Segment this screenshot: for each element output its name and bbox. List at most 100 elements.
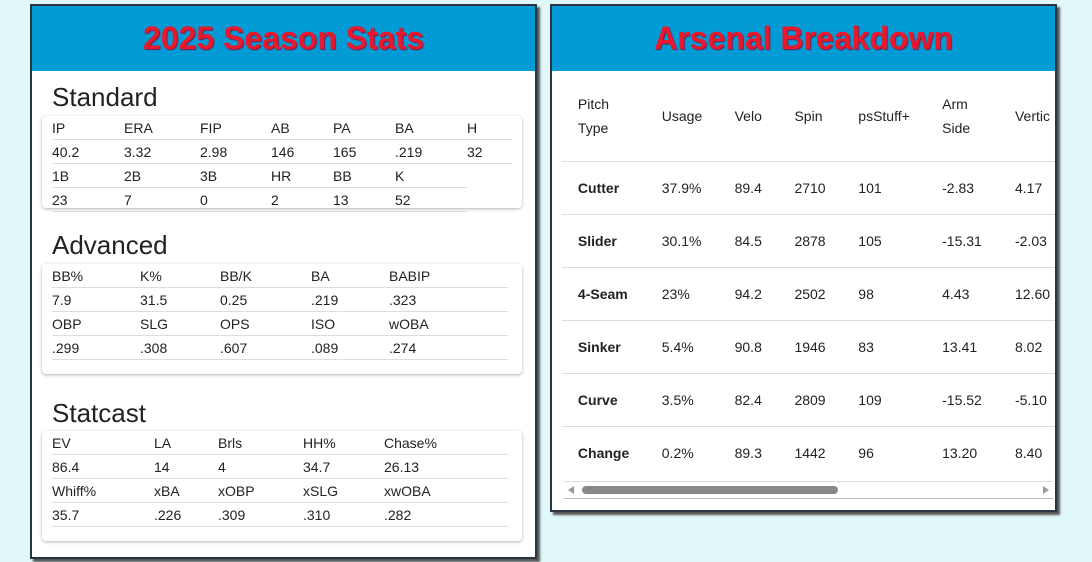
stat-label: BB/K xyxy=(220,267,252,284)
pitch-stat: 2710 xyxy=(794,161,859,215)
arsenal-header: Arsenal Breakdown xyxy=(552,6,1055,71)
arsenal-table-scroll[interactable]: Pitch Type Usage Velo Spin psStuff+ Arm Side Ver… xyxy=(562,71,1055,510)
stat-value: 0.25 xyxy=(220,291,248,308)
pitch-stat: 1442 xyxy=(794,426,859,479)
pitch-stat: 2809 xyxy=(794,373,859,427)
pitch-stat: 89.4 xyxy=(734,161,795,215)
column-header-text: Vertic xyxy=(1014,108,1050,124)
season-title: 2025 Season Stats xyxy=(142,20,425,56)
stat-label: AB xyxy=(271,119,290,136)
stat-value: 34.7 xyxy=(303,458,331,475)
stat-label: BA xyxy=(395,119,414,136)
pitch-row: Cutter 37.9% 89.4 2710 101 -2.83 4.17 xyxy=(562,161,1055,215)
season-header: 2025 Season Stats xyxy=(32,6,535,71)
stat-value: 32 xyxy=(467,143,483,160)
label-row: Whiff% xBA xOBP xSLG xwOBA xyxy=(52,479,508,503)
pitch-stat: 3.5% xyxy=(661,373,735,427)
pitch-stat: 13.20 xyxy=(942,426,1015,479)
stat-value: 165 xyxy=(333,143,357,160)
horizontal-scrollbar[interactable] xyxy=(564,481,1053,499)
arsenal-card: Arsenal Breakdown Pitch Type Usage Velo Spin… xyxy=(550,4,1057,512)
stat-label: 2B xyxy=(124,167,142,184)
pad xyxy=(562,214,578,268)
stat-value: 52 xyxy=(395,191,411,208)
stat-value: .309 xyxy=(218,506,246,523)
arsenal-table: Pitch Type Usage Velo Spin psStuff+ Arm Side Ver… xyxy=(562,71,1055,479)
pitch-stat: 23% xyxy=(661,267,735,321)
stat-label: OPS xyxy=(220,315,250,332)
pitch-stat: 4.43 xyxy=(942,267,1015,321)
scroll-right-icon[interactable] xyxy=(1043,486,1049,494)
stat-value: 14 xyxy=(154,458,170,475)
stat-label: BB% xyxy=(52,267,84,284)
label-row: OBP SLG OPS ISO wOBA xyxy=(52,312,508,336)
stat-label: HR xyxy=(271,167,292,184)
stat-value: .282 xyxy=(384,506,412,523)
scrollbar-thumb[interactable] xyxy=(582,486,838,494)
pitch-stat: 90.8 xyxy=(734,320,795,374)
column-header: Velo xyxy=(735,71,795,162)
stat-label: xSLG xyxy=(303,482,339,499)
stat-label: ISO xyxy=(311,315,336,332)
value-row: 40.2 3.32 2.98 146 165 .219 32 xyxy=(52,140,512,164)
column-header: Arm Side xyxy=(942,71,1015,162)
column-header-text: Side xyxy=(942,120,971,136)
pitch-stat: 109 xyxy=(858,373,943,427)
stat-value: .308 xyxy=(140,339,168,356)
stat-label: BB xyxy=(333,167,352,184)
column-header: psStuff+ xyxy=(858,71,942,162)
stat-value: .607 xyxy=(220,339,248,356)
stat-value: 35.7 xyxy=(52,506,80,523)
pad xyxy=(562,426,578,479)
pitch-stat: 96 xyxy=(858,426,943,479)
pitch-type: Curve xyxy=(577,373,662,427)
pitch-stat: 13.41 xyxy=(942,320,1015,374)
stat-value: .226 xyxy=(154,506,182,523)
stat-label: wOBA xyxy=(389,315,429,332)
column-header: Usage xyxy=(662,71,735,162)
stat-value: 2 xyxy=(271,191,279,208)
stat-label: IP xyxy=(52,119,66,136)
stat-value: 86.4 xyxy=(52,458,80,475)
stat-value: 146 xyxy=(271,143,295,160)
stat-label: xOBP xyxy=(218,482,255,499)
stat-value: 13 xyxy=(333,191,349,208)
stat-value: 4 xyxy=(218,458,226,475)
pitch-type: 4-Seam xyxy=(577,267,662,321)
value-row: 7.9 31.5 0.25 .219 .323 xyxy=(52,288,508,312)
stat-value: 31.5 xyxy=(140,291,168,308)
statcast-table: EV LA Brls HH% Chase% 86.4 14 4 34.7 26.13 Whiff% x… xyxy=(42,431,522,541)
pitch-type: Sinker xyxy=(577,320,662,374)
stat-label: EV xyxy=(52,434,71,451)
pitch-stat: 1946 xyxy=(794,320,859,374)
pitch-stat: -2.03 xyxy=(1014,214,1055,268)
stat-label: LA xyxy=(154,434,172,451)
value-row: .299 .308 .607 .089 .274 xyxy=(52,336,508,360)
stat-label: K xyxy=(395,167,405,184)
pad xyxy=(562,320,578,374)
pitch-stat: 98 xyxy=(858,267,943,321)
column-header-text: Velo xyxy=(734,108,762,124)
pitch-stat: 2502 xyxy=(794,267,859,321)
stat-label: BA xyxy=(311,267,330,284)
pitch-stat: 0.2% xyxy=(661,426,735,479)
pad xyxy=(562,161,578,215)
stat-value: .323 xyxy=(389,291,417,308)
stat-label: ERA xyxy=(124,119,153,136)
stat-value: 7.9 xyxy=(52,291,72,308)
column-header-text: Usage xyxy=(661,108,703,124)
scroll-left-icon[interactable] xyxy=(568,486,574,494)
standard-title: Standard xyxy=(52,82,158,112)
stat-value: .089 xyxy=(311,339,339,356)
pitch-stat: 89.3 xyxy=(734,426,795,479)
stat-value: 0 xyxy=(200,191,208,208)
pitch-stat: -5.10 xyxy=(1014,373,1055,427)
stat-label: H xyxy=(467,119,478,136)
stat-value: .299 xyxy=(52,339,80,356)
pitch-stat: 82.4 xyxy=(734,373,795,427)
pitch-stat: 12.60 xyxy=(1014,267,1055,321)
stat-label: OBP xyxy=(52,315,82,332)
stat-label: Whiff% xyxy=(52,482,97,499)
stat-value: 3.32 xyxy=(124,143,152,160)
stat-label: Brls xyxy=(218,434,243,451)
